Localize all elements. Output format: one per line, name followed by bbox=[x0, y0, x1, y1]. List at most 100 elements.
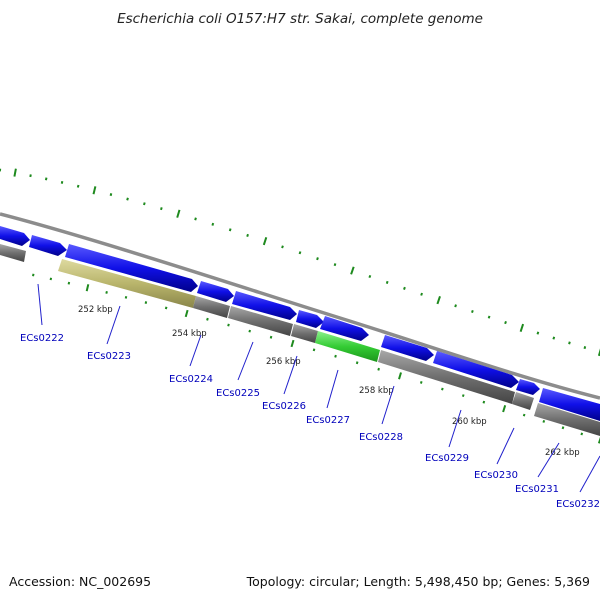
major-tick-mark bbox=[436, 295, 441, 305]
minor-tick-mark bbox=[126, 197, 129, 201]
minor-tick-mark bbox=[248, 329, 251, 333]
forward-gene-arrow[interactable] bbox=[433, 351, 519, 388]
leader-line bbox=[37, 283, 43, 326]
leader-line bbox=[106, 305, 121, 345]
minor-tick-mark bbox=[316, 257, 319, 261]
leader-line bbox=[283, 355, 298, 395]
minor-tick-mark bbox=[419, 381, 423, 384]
reverse-gene-bar[interactable] bbox=[0, 244, 26, 262]
kbp-label: 254 kbp bbox=[172, 329, 207, 339]
gene-labels: ECs0222 ECs0223 ECs0224 ECs0225 ECs0226 … bbox=[20, 333, 600, 510]
kbp-label: 260 kbp bbox=[452, 417, 487, 427]
forward-gene-arrow[interactable] bbox=[29, 235, 67, 256]
minor-tick-mark bbox=[211, 222, 215, 226]
minor-tick-mark bbox=[403, 286, 406, 290]
accession-text: Accession: NC_002695 bbox=[9, 574, 151, 589]
forward-gene-arrow[interactable] bbox=[65, 244, 198, 292]
minor-tick-mark bbox=[420, 292, 423, 296]
gene-label[interactable]: ECs0229 bbox=[425, 453, 469, 464]
minor-tick-mark bbox=[246, 233, 249, 238]
leader-line bbox=[326, 369, 339, 409]
minor-tick-mark bbox=[385, 280, 389, 285]
minor-tick-mark bbox=[109, 193, 113, 197]
reverse-gene-bar[interactable] bbox=[512, 392, 534, 410]
major-tick-mark bbox=[85, 284, 90, 292]
leader-line bbox=[189, 334, 202, 367]
leader-line bbox=[381, 385, 395, 425]
gene-label[interactable]: ECs0224 bbox=[169, 374, 213, 385]
forward-gene-arrow[interactable] bbox=[320, 316, 369, 341]
minor-tick-mark bbox=[487, 315, 491, 319]
minor-tick-mark bbox=[536, 331, 540, 335]
forward-gene-arrow[interactable] bbox=[0, 226, 30, 246]
minor-tick-mark bbox=[67, 281, 71, 285]
gene-label[interactable]: ECs0225 bbox=[216, 388, 260, 399]
gene-label[interactable]: ECs0232 bbox=[556, 499, 600, 510]
reverse-gene-bar[interactable] bbox=[228, 306, 293, 336]
kbp-labels: 252 kbp 254 kbp 256 kbp 258 kbp 260 kbp … bbox=[78, 305, 580, 458]
minor-tick-mark bbox=[160, 207, 163, 211]
gene-label[interactable]: ECs0228 bbox=[359, 432, 403, 443]
reverse-gene-bar-green[interactable] bbox=[315, 331, 380, 362]
forward-gene-arrow[interactable] bbox=[539, 388, 600, 421]
forward-strand-genes bbox=[0, 226, 600, 421]
major-tick-mark bbox=[350, 266, 355, 275]
leader-line bbox=[448, 409, 462, 448]
major-tick-mark bbox=[262, 236, 268, 246]
major-tick-mark bbox=[92, 186, 97, 195]
major-tick-mark bbox=[398, 372, 402, 380]
minor-tick-mark bbox=[124, 295, 128, 299]
leader-line bbox=[496, 427, 515, 465]
reverse-gene-bar[interactable] bbox=[534, 403, 600, 436]
minor-tick-mark bbox=[281, 245, 284, 249]
leader-line bbox=[579, 455, 600, 493]
minor-tick-mark bbox=[44, 177, 48, 181]
minor-tick-mark bbox=[583, 346, 587, 350]
minor-tick-mark bbox=[504, 320, 507, 325]
gene-label[interactable]: ECs0231 bbox=[515, 484, 559, 495]
forward-gene-arrow[interactable] bbox=[296, 310, 324, 328]
kbp-label: 258 kbp bbox=[359, 386, 394, 396]
forward-gene-arrow[interactable] bbox=[516, 379, 540, 395]
minor-tick-mark bbox=[441, 387, 444, 391]
reverse-gene-bar[interactable] bbox=[193, 296, 230, 318]
minor-tick-mark bbox=[194, 217, 197, 221]
major-tick-mark bbox=[13, 168, 17, 177]
reverse-strand-genes bbox=[0, 244, 600, 436]
minor-tick-mark bbox=[552, 336, 556, 340]
forward-gene-arrow[interactable] bbox=[232, 291, 297, 320]
leader-line bbox=[237, 341, 254, 381]
forward-gene-arrow[interactable] bbox=[197, 281, 234, 302]
minor-tick-mark bbox=[334, 354, 337, 358]
minor-tick-mark bbox=[298, 251, 302, 255]
forward-gene-arrow[interactable] bbox=[381, 335, 434, 361]
map-title: Escherichia coli O157:H7 str. Sakai, com… bbox=[117, 11, 483, 27]
minor-tick-mark bbox=[482, 400, 486, 404]
major-tick-mark bbox=[184, 309, 189, 318]
minor-tick-mark bbox=[580, 432, 584, 436]
leader-line bbox=[537, 442, 560, 478]
gene-label[interactable]: ECs0223 bbox=[87, 351, 131, 362]
tick-ring bbox=[0, 168, 600, 444]
gene-label[interactable]: ECs0227 bbox=[306, 415, 350, 426]
minor-tick-mark bbox=[471, 309, 474, 314]
minor-tick-mark bbox=[269, 335, 273, 339]
minor-tick-mark bbox=[542, 419, 546, 423]
minor-tick-mark bbox=[355, 361, 359, 365]
minor-tick-mark bbox=[144, 301, 148, 304]
minor-tick-mark bbox=[568, 341, 571, 345]
minor-tick-mark bbox=[76, 184, 80, 188]
major-tick-mark bbox=[290, 339, 295, 348]
gene-label[interactable]: ECs0222 bbox=[20, 333, 64, 344]
gene-leader-lines bbox=[37, 283, 600, 493]
minor-tick-mark bbox=[333, 263, 337, 267]
reverse-gene-bar[interactable] bbox=[291, 324, 318, 343]
reverse-gene-bar-highlighted[interactable] bbox=[58, 259, 196, 308]
major-tick-mark bbox=[176, 209, 181, 218]
gene-label[interactable]: ECs0226 bbox=[262, 401, 306, 412]
reverse-gene-bar[interactable] bbox=[378, 350, 515, 404]
kbp-label: 262 kbp bbox=[545, 448, 580, 458]
gene-label[interactable]: ECs0230 bbox=[474, 470, 518, 481]
genome-summary-text: Topology: circular; Length: 5,498,450 bp… bbox=[246, 574, 590, 589]
minor-tick-mark bbox=[32, 273, 35, 277]
